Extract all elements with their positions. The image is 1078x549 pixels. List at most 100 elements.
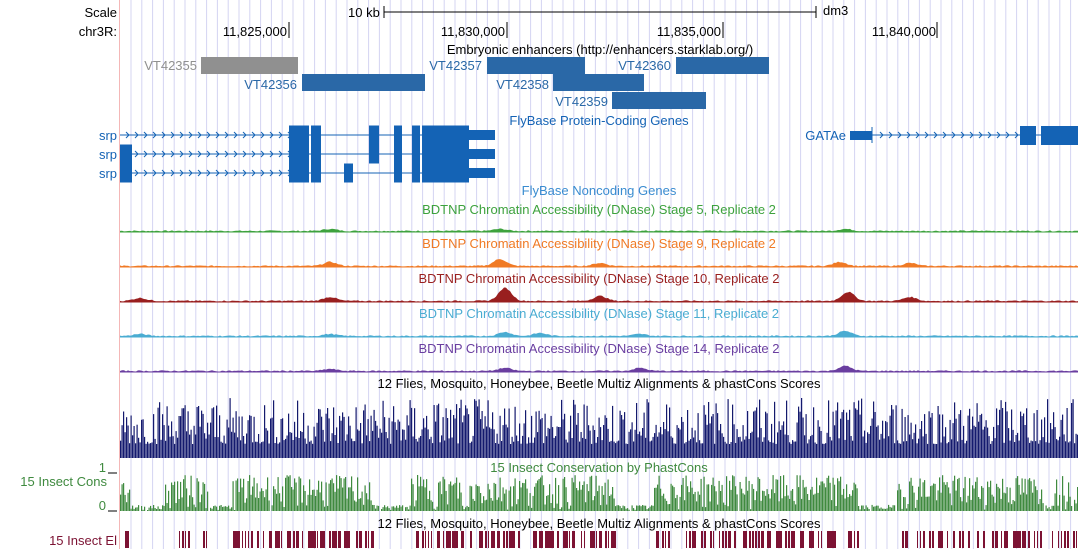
gene-label-srp[interactable]: srp: [98, 147, 117, 162]
phastcons-bar: [1000, 498, 1002, 511]
multiz-bar: [147, 441, 149, 458]
multiz-bar: [1050, 423, 1052, 458]
phastcons-bar: [186, 488, 188, 511]
enhancer-label-vt42356[interactable]: VT42356: [244, 77, 297, 92]
multiz-bar: [222, 442, 224, 458]
phastcons-bar: [136, 507, 138, 511]
multiz-bar: [642, 428, 644, 458]
strand-arrow: [987, 131, 992, 139]
phastcons-bar: [600, 505, 602, 511]
enhancer-label-vt42357[interactable]: VT42357: [429, 58, 482, 73]
multiz-bar: [475, 400, 477, 458]
multiz-bar: [1015, 435, 1017, 458]
phastcons-bar: [724, 504, 726, 511]
conserved-element: [851, 531, 852, 548]
phastcons-bar: [972, 485, 974, 511]
phastcons-bar: [973, 488, 975, 511]
phastcons-bar: [415, 500, 417, 511]
enhancer-label-vt42355[interactable]: VT42355: [144, 58, 197, 73]
conserved-element: [584, 531, 585, 548]
phastcons-bar: [496, 499, 498, 511]
conserved-element: [596, 531, 597, 548]
phastcons-bar: [264, 497, 266, 511]
enhancer-label-vt42360[interactable]: VT42360: [618, 58, 671, 73]
phastcons-bar: [381, 509, 383, 511]
multiz-bar: [469, 442, 471, 458]
multiz-bar: [261, 442, 263, 458]
conserved-element: [569, 531, 570, 548]
strand-arrow: [260, 131, 265, 139]
multiz-bar: [817, 420, 819, 458]
enhancer-label-vt42358[interactable]: VT42358: [496, 77, 549, 92]
phastcons-bar: [361, 491, 363, 511]
phastcons-bar: [819, 485, 821, 511]
phastcons-bar: [358, 498, 360, 511]
phastcons-side-label[interactable]: 15 Insect Cons: [20, 474, 107, 489]
gene-label-srp[interactable]: srp: [98, 128, 117, 143]
phastcons-bar: [340, 478, 342, 511]
conserved-element: [692, 531, 695, 548]
multiz-bar: [279, 442, 281, 458]
phastcons-bar: [207, 491, 209, 511]
phastcons-bar: [736, 494, 738, 511]
conserved-element: [1052, 531, 1053, 548]
conserved-element: [203, 531, 205, 548]
multiz-bar: [288, 413, 290, 458]
strand-arrow: [206, 169, 211, 177]
multiz-bar: [351, 438, 353, 458]
phastcons-bar: [856, 488, 858, 511]
multiz-bar: [450, 409, 452, 458]
conserved-element: [1034, 531, 1035, 548]
multiz-bar: [633, 441, 635, 458]
multiz-bar: [286, 435, 288, 458]
multiz-bar: [831, 440, 833, 458]
phastcons-bar: [393, 506, 395, 511]
multiz-bar: [814, 442, 816, 458]
gene-label-srp[interactable]: srp: [98, 166, 117, 181]
multiz-bar: [231, 431, 233, 458]
conserved-element: [704, 531, 706, 548]
phastcons-bar: [432, 501, 434, 511]
elements-side-label[interactable]: 15 Insect El: [49, 533, 117, 548]
strand-arrow: [233, 131, 238, 139]
multiz-bar: [915, 424, 917, 458]
phastcons-bar: [331, 478, 333, 511]
conserved-element: [422, 531, 424, 548]
multiz-bar: [990, 443, 992, 458]
phastcons-bar: [720, 491, 722, 511]
phastcons-bar: [952, 480, 954, 511]
conserved-element: [905, 531, 908, 548]
phastcons-bar: [201, 494, 203, 511]
phastcons-bar: [160, 509, 162, 511]
multiz-bar: [796, 422, 798, 458]
conserved-element: [812, 531, 814, 548]
gene-exon: [469, 168, 495, 178]
multiz-bar: [717, 413, 719, 458]
phastcons-bar: [555, 477, 557, 511]
phastcons-bar: [826, 477, 828, 511]
strand-arrow: [188, 169, 193, 177]
conserved-element: [977, 531, 979, 548]
multiz-bar: [1036, 410, 1038, 458]
phastcons-bar: [648, 508, 650, 511]
conserved-element: [848, 531, 851, 548]
multiz-bar: [289, 432, 291, 458]
multiz-bar: [430, 436, 432, 458]
multiz-bar: [555, 436, 557, 458]
phastcons-bar: [666, 500, 668, 511]
multiz-bar: [900, 443, 902, 458]
phastcons-bar: [120, 494, 122, 511]
multiz-bar: [451, 437, 453, 458]
multiz-bar: [444, 440, 446, 458]
gene-label-gatae[interactable]: GATAe: [805, 128, 846, 143]
multiz-bar: [828, 400, 830, 458]
multiz-bar: [441, 435, 443, 458]
multiz-bar: [355, 407, 357, 458]
enhancer-label-vt42359[interactable]: VT42359: [555, 94, 608, 109]
multiz-bar: [876, 426, 878, 458]
phastcons-bar: [934, 483, 936, 511]
conserved-element: [833, 531, 836, 548]
phastcons-bar: [595, 475, 597, 511]
multiz-bar: [786, 400, 788, 458]
